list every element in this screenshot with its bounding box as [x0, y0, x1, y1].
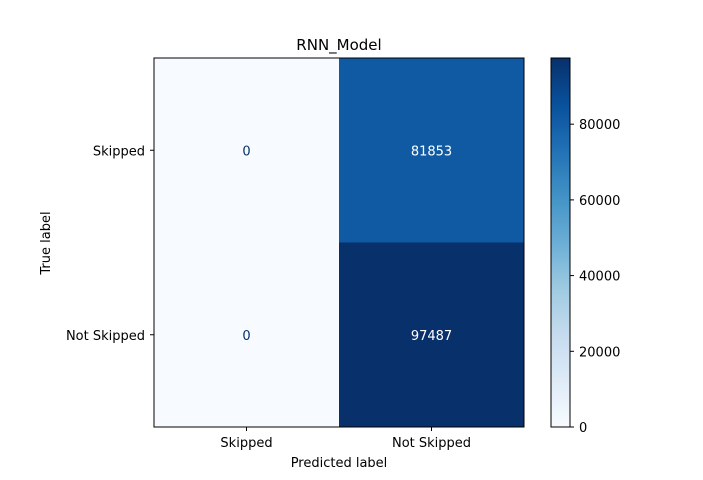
y-tick-label: Not Skipped: [66, 329, 145, 344]
y-axis-ticks: Skipped Not Skipped: [66, 144, 154, 344]
cell-value-label: 81853: [411, 144, 452, 159]
y-axis-label: True label: [39, 211, 54, 275]
y-tick-label: Skipped: [93, 144, 145, 159]
colorbar-tick-label: 60000: [579, 194, 620, 209]
heatmap-cell: [339, 242, 524, 427]
x-tick-label: Not Skipped: [392, 436, 471, 451]
heatmap-cell-labels: 0 81853 0 97487: [242, 144, 452, 344]
colorbar-tick-label: 0: [579, 421, 587, 436]
colorbar: [550, 57, 571, 428]
heatmap-cells: [154, 58, 524, 427]
colorbar-tick-label: 80000: [579, 118, 620, 133]
x-tick-label: Skipped: [220, 436, 272, 451]
x-axis-ticks: Skipped Not Skipped: [220, 427, 471, 451]
colorbar-tick-label: 20000: [579, 345, 620, 360]
cell-value-label: 0: [242, 144, 250, 159]
colorbar-tick-label: 40000: [579, 270, 620, 285]
heatmap-cell: [154, 58, 339, 243]
heatmap-cell: [154, 242, 339, 427]
cell-value-label: 0: [242, 329, 250, 344]
chart-title: RNN_Model: [296, 36, 381, 55]
heatmap-cell: [339, 58, 524, 243]
colorbar-ticks: 0 20000 40000 60000 80000: [570, 118, 620, 436]
cell-value-label: 97487: [411, 329, 452, 344]
plot-frame: [153, 57, 525, 428]
x-axis-label: Predicted label: [291, 456, 388, 471]
